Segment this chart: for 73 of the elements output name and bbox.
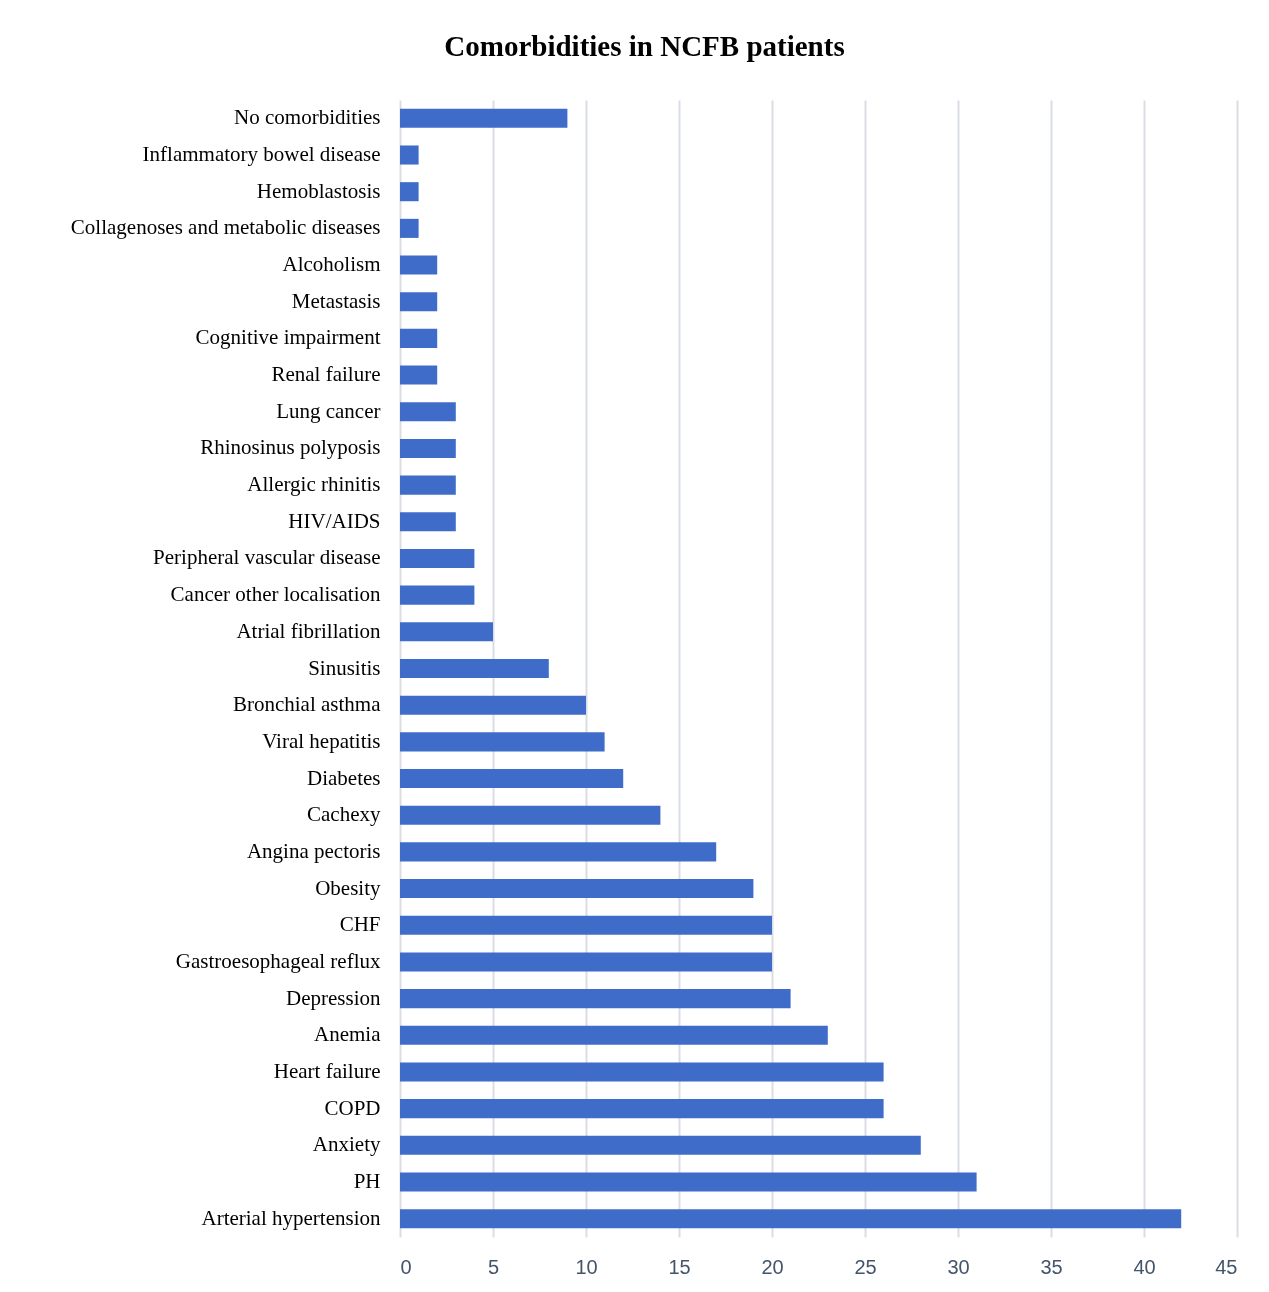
bar (400, 108, 568, 128)
y-tick-label: Heart failure (273, 1058, 381, 1083)
x-tick-label: 0 (400, 1255, 412, 1278)
y-tick-label: Angina pectoris (246, 838, 381, 863)
bar (400, 255, 438, 275)
y-tick-label: Arterial hypertension (201, 1205, 381, 1230)
x-tick-label: 30 (947, 1255, 970, 1278)
y-tick-label: Renal failure (271, 362, 381, 387)
y-tick-label: Bronchial asthma (232, 692, 382, 717)
x-tick-label: 20 (761, 1255, 784, 1278)
bar (400, 1209, 1182, 1229)
bar (400, 365, 438, 385)
bar (400, 989, 791, 1009)
y-tick-label: Cancer other localisation (170, 582, 381, 607)
y-tick-label: Rhinosinus polyposis (200, 435, 381, 460)
y-tick-label: CHF (339, 912, 381, 937)
bar (400, 879, 754, 899)
x-tick-label: 35 (1040, 1255, 1063, 1278)
bar (400, 622, 493, 642)
bar (400, 915, 772, 935)
bar (400, 732, 605, 752)
bar (400, 952, 772, 972)
bar (400, 658, 549, 679)
y-tick-label: Atrial fibrillation (236, 618, 381, 643)
bar (400, 218, 419, 238)
x-tick-label: 5 (487, 1255, 500, 1278)
y-tick-label: Collagenoses and metabolic diseases (70, 215, 381, 240)
bar (400, 292, 438, 312)
chart-title: Comorbidities in NCFB patients (444, 30, 845, 62)
y-tick-label: Anxiety (312, 1132, 381, 1157)
x-tick-label: 10 (575, 1255, 598, 1278)
y-tick-label: HIV/AIDS (288, 508, 381, 533)
y-tick-label: Diabetes (307, 765, 381, 790)
y-tick-label: Alcoholism (282, 252, 381, 277)
y-tick-label: Depression (286, 985, 381, 1010)
bar (400, 695, 586, 715)
y-tick-label: Gastroesophageal reflux (175, 948, 381, 973)
y-tick-label: No comorbidities (234, 105, 381, 130)
bar (400, 1099, 884, 1119)
y-tick-label: Lung cancer (276, 398, 381, 423)
x-tick-label: 40 (1133, 1255, 1156, 1278)
bar (400, 842, 717, 862)
y-tick-label: Anemia (314, 1022, 382, 1047)
bar (400, 512, 456, 532)
y-tick-label: COPD (324, 1095, 381, 1120)
bar (400, 1172, 977, 1192)
bar (400, 145, 419, 165)
bar (400, 475, 456, 495)
bar (400, 182, 419, 202)
bar (400, 1062, 884, 1082)
bar (400, 548, 475, 568)
x-tick-label: 45 (1215, 1255, 1238, 1278)
y-tick-label: Sinusitis (308, 655, 381, 680)
y-tick-label: Hemoblastosis (256, 178, 381, 203)
y-tick-label: PH (353, 1168, 381, 1193)
bar (400, 1135, 921, 1155)
y-tick-label: Allergic rhinitis (247, 472, 381, 497)
bar (400, 805, 661, 825)
bar (400, 1025, 828, 1045)
bar (400, 328, 438, 348)
x-tick-label: 15 (668, 1255, 691, 1278)
bar (400, 769, 624, 789)
y-tick-label: Cognitive impairment (195, 325, 381, 350)
bar (400, 402, 456, 422)
bar (400, 438, 456, 458)
y-tick-label: Inflammatory bowel disease (142, 142, 381, 167)
y-tick-label: Cachexy (307, 802, 381, 827)
y-tick-label: Obesity (315, 875, 381, 900)
bar (400, 585, 475, 605)
x-tick-label: 25 (854, 1255, 877, 1278)
y-tick-label: Viral hepatitis (262, 728, 381, 753)
y-tick-label: Peripheral vascular disease (153, 545, 381, 570)
y-tick-label: Metastasis (291, 288, 381, 313)
